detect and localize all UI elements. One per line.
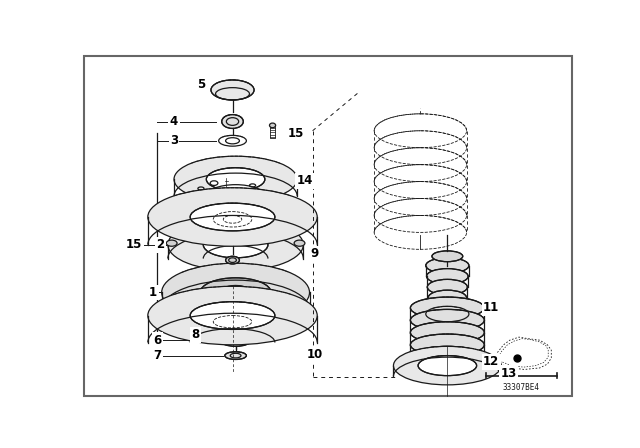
Ellipse shape [168,219,303,271]
Text: 4: 4 [170,115,178,128]
Ellipse shape [410,322,484,343]
Text: 14: 14 [297,174,313,187]
Ellipse shape [428,280,467,295]
Text: 13: 13 [501,367,517,380]
Ellipse shape [410,297,484,319]
Text: 15: 15 [126,238,142,251]
Ellipse shape [428,290,467,306]
Ellipse shape [190,302,275,329]
Ellipse shape [190,203,275,231]
Ellipse shape [166,240,177,246]
Ellipse shape [394,346,501,385]
Ellipse shape [429,301,466,316]
Ellipse shape [148,286,317,345]
Text: 10: 10 [307,348,323,361]
Ellipse shape [211,80,254,100]
Ellipse shape [427,269,468,284]
Ellipse shape [204,232,268,258]
Ellipse shape [206,168,265,191]
Text: 8: 8 [191,328,200,341]
Ellipse shape [221,115,243,129]
Ellipse shape [410,334,484,356]
Text: 5: 5 [197,78,205,91]
Text: 33307BE4: 33307BE4 [502,383,539,392]
Text: 9: 9 [311,247,319,260]
Text: 11: 11 [483,302,499,314]
Ellipse shape [410,310,484,331]
Text: 15: 15 [287,127,304,140]
Text: 6: 6 [153,334,161,347]
Ellipse shape [200,278,271,307]
Text: 2: 2 [156,238,164,251]
Text: 12: 12 [483,355,499,368]
Ellipse shape [225,352,246,359]
Ellipse shape [225,256,239,264]
Ellipse shape [162,263,310,322]
Ellipse shape [294,240,305,246]
Ellipse shape [148,188,317,246]
Ellipse shape [220,334,251,346]
Text: 7: 7 [153,349,161,362]
Ellipse shape [220,285,251,299]
Ellipse shape [418,356,477,375]
Ellipse shape [432,251,463,262]
Text: 3: 3 [170,134,178,147]
Ellipse shape [269,123,276,128]
Ellipse shape [174,156,297,202]
Ellipse shape [410,346,484,368]
Ellipse shape [426,258,469,273]
Text: 1: 1 [149,286,157,299]
